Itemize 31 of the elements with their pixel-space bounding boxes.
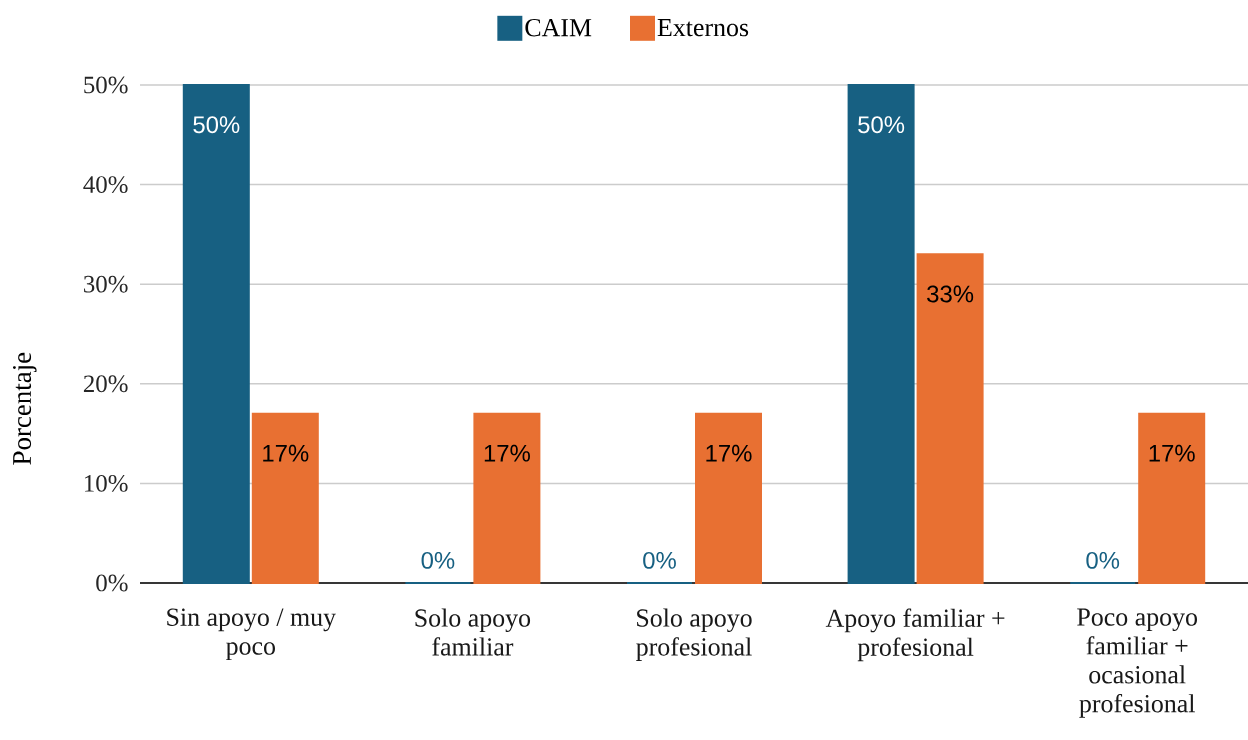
data-label: 0% <box>1086 551 1120 569</box>
data-label: 33% <box>927 285 974 303</box>
bar <box>473 412 541 584</box>
data-label: 0% <box>421 551 455 569</box>
bar <box>916 253 984 584</box>
data-label: 17% <box>263 444 309 462</box>
y-tick-label: 40% <box>83 176 128 194</box>
x-tick-label: Poco apoyo familiar + ocasional profesional <box>1077 608 1198 718</box>
y-tick-label: 20% <box>83 375 128 393</box>
bar <box>182 84 250 584</box>
x-tick-label: Solo apoyo familiar <box>415 608 531 656</box>
bar <box>847 84 915 584</box>
data-label: 50% <box>858 116 905 134</box>
bar <box>251 412 319 584</box>
bar <box>1138 412 1206 584</box>
y-tick-label: 50% <box>84 76 128 94</box>
data-label: 17% <box>1149 444 1195 462</box>
x-tick-label: Sin apoyo / muy poco <box>167 608 336 661</box>
y-tick-label: 30% <box>84 275 128 293</box>
bar <box>695 412 762 584</box>
y-axis-title: Porcentaje <box>12 352 37 465</box>
data-label: 17% <box>484 444 530 462</box>
x-tick-label: Apoyo familiar + profesional <box>825 608 1005 662</box>
legend-label: CAIM <box>525 18 592 37</box>
data-label: 17% <box>706 444 752 462</box>
legend-label: Externos <box>657 19 749 37</box>
data-label: 50% <box>193 116 240 134</box>
data-label: 0% <box>643 551 676 569</box>
x-tick-label: Solo apoyo profesional <box>636 608 752 661</box>
y-tick-label: 10% <box>85 474 128 492</box>
y-tick-label: 0% <box>96 574 128 592</box>
